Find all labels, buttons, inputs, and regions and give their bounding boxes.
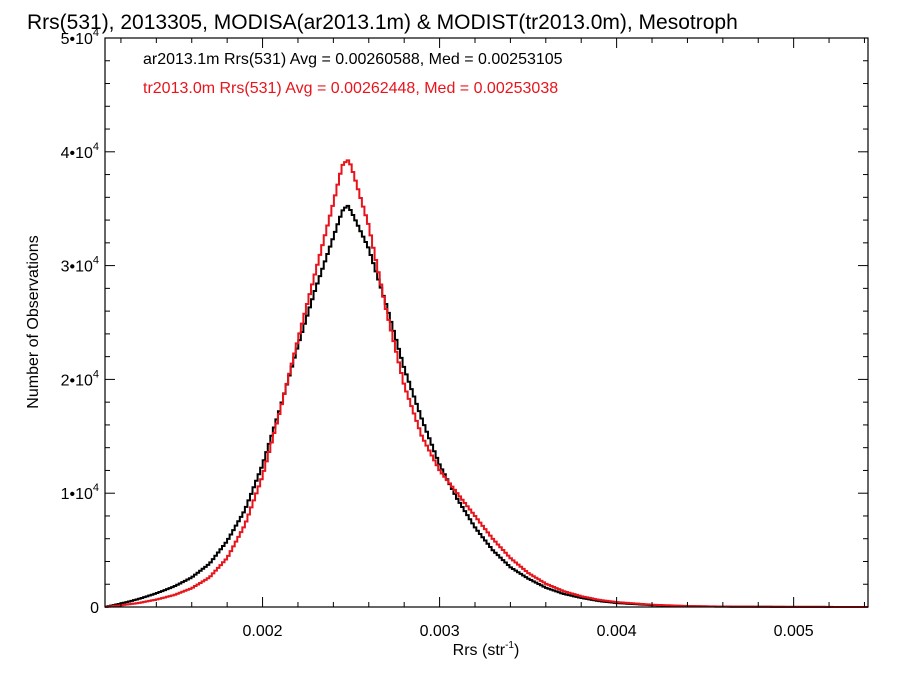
annotation-tr2013: tr2013.0m Rrs(531) Avg = 0.00262448, Med… — [143, 80, 558, 97]
x-tick-label: 0.005 — [774, 623, 814, 640]
y-tick-label: 4•104 — [61, 141, 99, 162]
x-tick-label: 0.003 — [420, 623, 460, 640]
series-layer — [105, 159, 868, 608]
x-tick-label: 0.004 — [597, 623, 637, 640]
x-axis-label-main: Rrs (str — [453, 642, 506, 659]
y-axis-label: Number of Observations — [25, 235, 42, 408]
y-tick-label: 5•104 — [61, 27, 99, 48]
plot-frame — [104, 37, 869, 608]
y-tick-label: 2•104 — [61, 368, 99, 389]
chart-title: Rrs(531), 2013305, MODISA(ar2013.1m) & M… — [27, 11, 738, 34]
y-tick-label: 0 — [90, 600, 99, 617]
y-tick-label: 1•104 — [61, 482, 99, 503]
x-axis-label: Rrs (str-1) — [453, 640, 520, 659]
x-axis-label-close: ) — [514, 642, 519, 659]
y-tick-label: 3•104 — [61, 255, 99, 276]
series-line-1 — [105, 204, 868, 608]
x-tick-label: 0.002 — [243, 623, 283, 640]
annotation-ar2013: ar2013.1m Rrs(531) Avg = 0.00260588, Med… — [143, 51, 563, 68]
ticks-layer: 0.002 0.003 0.004 0.005 0 1•104 2•104 3•104 4•10… — [61, 27, 868, 640]
x-axis-label-exponent: -1 — [505, 640, 514, 651]
